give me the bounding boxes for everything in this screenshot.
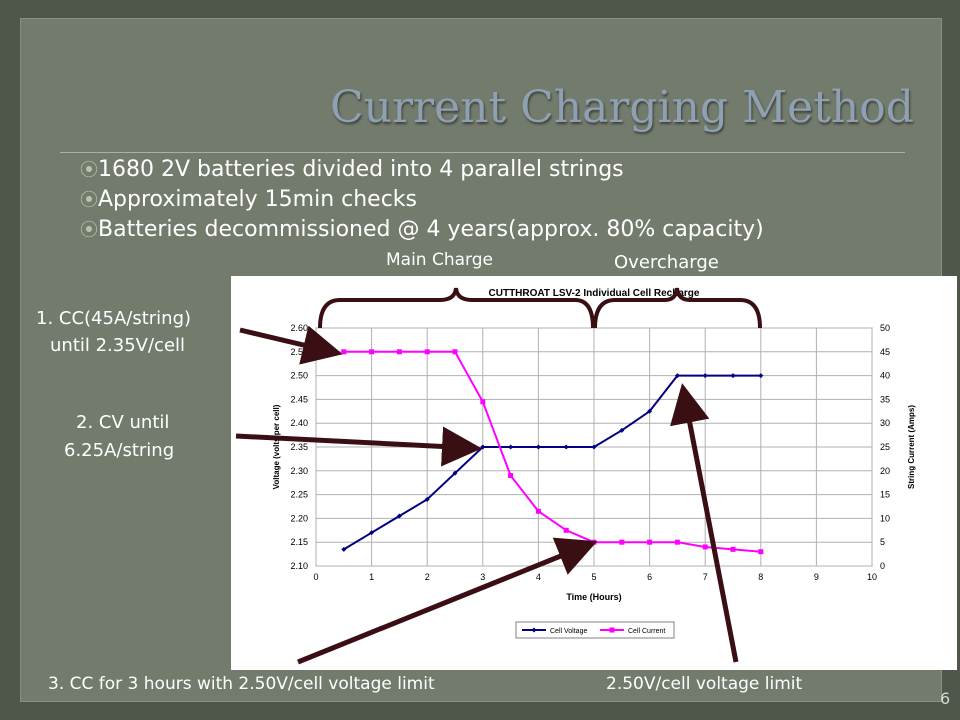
bullet-icon: ⦿ xyxy=(80,220,98,241)
y-tick-label: 2.60 xyxy=(290,323,308,333)
voltage-point xyxy=(396,513,402,519)
x-tick-label: 0 xyxy=(313,572,318,582)
voltage-point xyxy=(619,427,625,433)
current-point xyxy=(563,527,569,533)
voltage-point xyxy=(647,408,653,414)
bullet-item: ⦿Batteries decommissioned @ 4 years(appr… xyxy=(80,215,764,245)
y2-tick-label: 30 xyxy=(880,418,890,428)
y-axis-label: Voltage (volts per cell) xyxy=(272,404,281,489)
main-charge-label: Main Charge xyxy=(386,250,493,270)
y-tick-label: 2.10 xyxy=(290,561,308,571)
cv-annotation-line1: 2. CV until xyxy=(76,412,170,433)
current-point xyxy=(702,544,708,550)
current-point xyxy=(730,546,736,552)
page-number: 6 xyxy=(940,689,951,708)
current-point xyxy=(535,508,541,514)
current-point xyxy=(674,539,680,545)
x-tick-label: 4 xyxy=(536,572,541,582)
voltage-point xyxy=(535,444,541,450)
recharge-chart: 0 1 2 3 4 5 6 7 8 9 10 2.10 2.15 2.20 2.25 2.30 2.35 2.40… xyxy=(231,276,957,670)
voltage-point xyxy=(452,470,458,476)
voltage-point xyxy=(480,444,486,450)
chart-title: CUTTHROAT LSV-2 Individual Cell Recharge xyxy=(489,288,700,299)
current-point xyxy=(424,349,430,355)
voltage-point xyxy=(591,444,597,450)
x-tick-label: 7 xyxy=(703,572,708,582)
voltage-point xyxy=(730,373,736,379)
y2-tick-label: 25 xyxy=(880,442,890,452)
x-tick-label: 1 xyxy=(369,572,374,582)
bullet-item: ⦿Approximately 15min checks xyxy=(80,185,764,215)
x-axis-label: Time (Hours) xyxy=(566,592,621,602)
series-line xyxy=(343,374,761,551)
cc-annotation-line1: 1. CC(45A/string) xyxy=(36,308,192,329)
slide-title: Current Charging Method xyxy=(330,82,914,133)
x-tick-label: 8 xyxy=(758,572,763,582)
voltage-limit-annotation: 2.50V/cell voltage limit xyxy=(606,674,803,694)
bullet-list: ⦿1680 2V batteries divided into 4 parall… xyxy=(80,155,764,245)
voltage-point xyxy=(758,373,764,379)
y2-tick-label: 45 xyxy=(880,347,890,357)
y-tick-label: 2.45 xyxy=(290,394,308,404)
overcharge-label: Overcharge xyxy=(614,252,719,273)
x-tick-label: 10 xyxy=(867,572,877,582)
current-point xyxy=(591,539,597,545)
current-point xyxy=(369,349,375,355)
voltage-point xyxy=(674,373,680,379)
current-point xyxy=(758,549,764,555)
voltage-point xyxy=(424,496,430,502)
cc-annotation-line2: until 2.35V/cell xyxy=(50,335,186,356)
current-point xyxy=(619,539,625,545)
x-tick-label: 5 xyxy=(591,572,596,582)
x-tick-label: 6 xyxy=(647,572,652,582)
current-point xyxy=(396,349,402,355)
voltage-point xyxy=(563,444,569,450)
bullet-icon: ⦿ xyxy=(80,160,98,181)
y-tick-label: 2.30 xyxy=(290,466,308,476)
current-point xyxy=(452,349,458,355)
current-point xyxy=(647,539,653,545)
y2-tick-label: 50 xyxy=(880,323,890,333)
cc3-annotation: 3. CC for 3 hours with 2.50V/cell voltag… xyxy=(48,674,435,694)
current-point xyxy=(341,349,347,355)
y-tick-label: 2.25 xyxy=(290,490,308,500)
y-tick-label: 2.40 xyxy=(290,418,308,428)
current-point xyxy=(508,473,514,479)
bullet-text: 1680 2V batteries divided into 4 paralle… xyxy=(98,157,624,182)
x-tick-label: 3 xyxy=(480,572,485,582)
legend-label: Cell Current xyxy=(628,628,665,635)
y-tick-label: 2.35 xyxy=(290,442,308,452)
y-tick-label: 2.20 xyxy=(290,513,308,523)
y2-tick-label: 40 xyxy=(880,371,890,381)
y-tick-label: 2.15 xyxy=(290,537,308,547)
y2-tick-label: 10 xyxy=(880,513,890,523)
voltage-point xyxy=(508,444,514,450)
bullet-icon: ⦿ xyxy=(80,190,98,211)
bullet-text: Batteries decommissioned @ 4 years(appro… xyxy=(98,217,764,242)
y-tick-label: 2.55 xyxy=(290,347,308,357)
y2-tick-label: 20 xyxy=(880,466,890,476)
voltage-point xyxy=(702,373,708,379)
y2-tick-label: 35 xyxy=(880,394,890,404)
y2-tick-label: 5 xyxy=(880,537,885,547)
legend-marker xyxy=(609,627,615,633)
y2-tick-label: 0 xyxy=(880,561,885,571)
current-point xyxy=(480,399,486,405)
legend-label: Cell Voltage xyxy=(550,628,587,635)
bullet-text: Approximately 15min checks xyxy=(98,187,417,212)
y2-tick-label: 15 xyxy=(880,490,890,500)
cv-annotation-line2: 6.25A/string xyxy=(64,440,175,461)
x-tick-label: 9 xyxy=(814,572,819,582)
x-tick-label: 2 xyxy=(425,572,430,582)
y2-axis-label: String Current (Amps) xyxy=(907,405,916,489)
y-tick-label: 2.50 xyxy=(290,371,308,381)
chart-svg: 0 1 2 3 4 5 6 7 8 9 102.102.152.202.252.302.352.40… xyxy=(272,288,916,639)
voltage-point xyxy=(369,530,375,536)
title-divider xyxy=(60,152,905,153)
bullet-item: ⦿1680 2V batteries divided into 4 parall… xyxy=(80,155,764,185)
